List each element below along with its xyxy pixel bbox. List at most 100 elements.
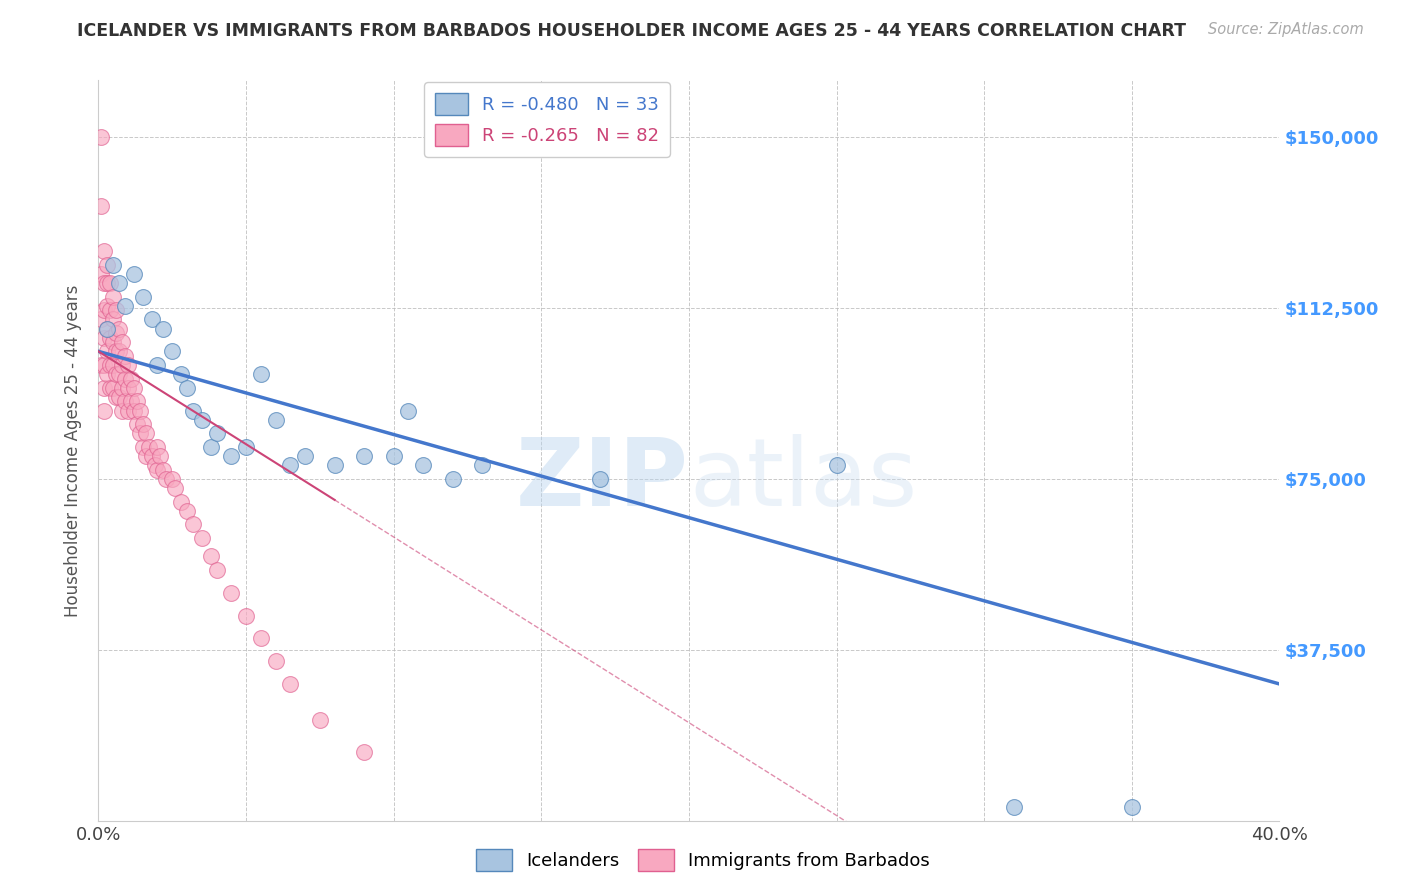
Point [155, 472, 177, 486]
Point [146, 463, 169, 477]
Point [280, 677, 302, 691]
Point [98, 276, 121, 290]
Point [103, 335, 125, 350]
Point [93, 303, 115, 318]
Point [103, 358, 125, 372]
Point [205, 563, 228, 577]
Point [235, 608, 257, 623]
Point [141, 449, 163, 463]
Legend: R = -0.480   N = 33, R = -0.265   N = 82: R = -0.480 N = 33, R = -0.265 N = 82 [425, 82, 671, 157]
Point [96, 367, 118, 381]
Point [96, 321, 118, 335]
Point [323, 458, 346, 473]
Point [162, 472, 183, 486]
Point [96, 258, 118, 272]
Point [141, 312, 163, 326]
Point [1002, 800, 1025, 814]
Point [111, 403, 134, 417]
Point [108, 367, 131, 381]
Point [149, 449, 172, 463]
Point [280, 458, 302, 473]
Point [132, 290, 155, 304]
Point [181, 517, 204, 532]
Point [250, 632, 273, 646]
Point [128, 403, 150, 417]
Text: ICELANDER VS IMMIGRANTS FROM BARBADOS HOUSEHOLDER INCOME AGES 25 - 44 YEARS CORR: ICELANDER VS IMMIGRANTS FROM BARBADOS HO… [77, 22, 1187, 40]
Point [264, 654, 287, 668]
Point [90, 130, 112, 145]
Point [125, 394, 148, 409]
Point [122, 381, 145, 395]
Point [114, 349, 136, 363]
Point [200, 549, 222, 564]
Point [93, 358, 115, 372]
Point [353, 449, 375, 463]
Point [122, 403, 145, 417]
Point [471, 458, 494, 473]
Point [135, 426, 157, 441]
Point [96, 299, 118, 313]
Point [117, 403, 139, 417]
Point [235, 440, 257, 454]
Point [111, 381, 134, 395]
Point [103, 290, 125, 304]
Point [90, 267, 112, 281]
Point [93, 381, 115, 395]
Point [96, 344, 118, 359]
Point [105, 326, 128, 340]
Point [353, 745, 375, 759]
Point [146, 358, 169, 372]
Point [294, 449, 316, 463]
Point [111, 335, 134, 350]
Y-axis label: Householder Income Ages 25 - 44 years: Householder Income Ages 25 - 44 years [65, 285, 83, 616]
Point [205, 426, 228, 441]
Point [191, 531, 214, 545]
Point [93, 276, 115, 290]
Point [114, 394, 136, 409]
Point [191, 413, 214, 427]
Point [90, 358, 112, 372]
Point [143, 458, 166, 473]
Point [105, 367, 128, 381]
Point [200, 440, 222, 454]
Point [98, 358, 121, 372]
Point [412, 458, 434, 473]
Point [176, 381, 198, 395]
Point [264, 413, 287, 427]
Point [117, 381, 139, 395]
Point [589, 472, 612, 486]
Point [117, 358, 139, 372]
Point [96, 276, 118, 290]
Point [170, 494, 193, 508]
Point [1121, 800, 1143, 814]
Point [441, 472, 464, 486]
Point [108, 321, 131, 335]
Point [132, 417, 155, 432]
Point [138, 440, 160, 454]
Point [146, 440, 169, 454]
Point [108, 276, 131, 290]
Point [103, 381, 125, 395]
Point [98, 331, 121, 345]
Point [152, 463, 174, 477]
Point [96, 321, 118, 335]
Point [108, 390, 131, 404]
Point [103, 312, 125, 326]
Text: atlas: atlas [689, 434, 917, 526]
Text: Source: ZipAtlas.com: Source: ZipAtlas.com [1208, 22, 1364, 37]
Point [105, 344, 128, 359]
Legend: Icelanders, Immigrants from Barbados: Icelanders, Immigrants from Barbados [468, 842, 938, 879]
Point [93, 403, 115, 417]
Point [152, 321, 174, 335]
Point [170, 367, 193, 381]
Point [135, 449, 157, 463]
Point [162, 344, 183, 359]
Point [181, 403, 204, 417]
Point [221, 586, 243, 600]
Point [103, 258, 125, 272]
Point [221, 449, 243, 463]
Point [132, 440, 155, 454]
Point [128, 426, 150, 441]
Point [120, 394, 142, 409]
Point [825, 458, 848, 473]
